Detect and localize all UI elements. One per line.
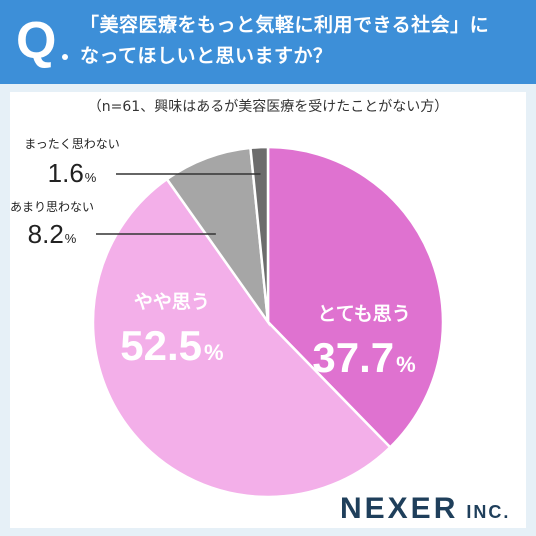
slice-value-2: 52.5%: [120, 322, 223, 369]
slice-value-3: 8.2%: [28, 219, 77, 249]
question-header: Q 「美容医療をもっと気軽に利用できる社会」に なってほしいと思いますか？: [0, 0, 536, 84]
slice-value-4: 1.6%: [48, 158, 97, 188]
slice-label-2: やや思う: [134, 291, 210, 313]
chart-subtitle: （n=61、興味はあるが美容医療を受けたことがない方）: [87, 99, 449, 115]
slice-value-1: 37.7%: [312, 334, 415, 381]
pie-slice-1: [266, 145, 445, 450]
logo-suffix: INC.: [466, 502, 511, 522]
pie-slice-2: [91, 177, 392, 499]
pie-slice-4: [249, 145, 270, 323]
q-dot: [62, 54, 68, 60]
slice-label-3: あまり思わない: [10, 200, 94, 214]
question-line-2: なってほしいと思いますか？: [80, 45, 333, 67]
nexer-logo: NEXER INC.: [340, 492, 510, 526]
q-mark: Q: [16, 12, 57, 70]
slice-label-1: とても思う: [317, 303, 410, 325]
pie-slice-3: [165, 146, 270, 327]
logo-main: NEXER: [340, 492, 459, 525]
slice-label-4: まったく思わない: [24, 137, 120, 151]
question-text: 「美容医療をもっと気軽に利用できる社会」に なってほしいと思いますか？: [80, 10, 520, 72]
question-line-1: 「美容医療をもっと気軽に利用できる社会」に: [80, 14, 490, 36]
